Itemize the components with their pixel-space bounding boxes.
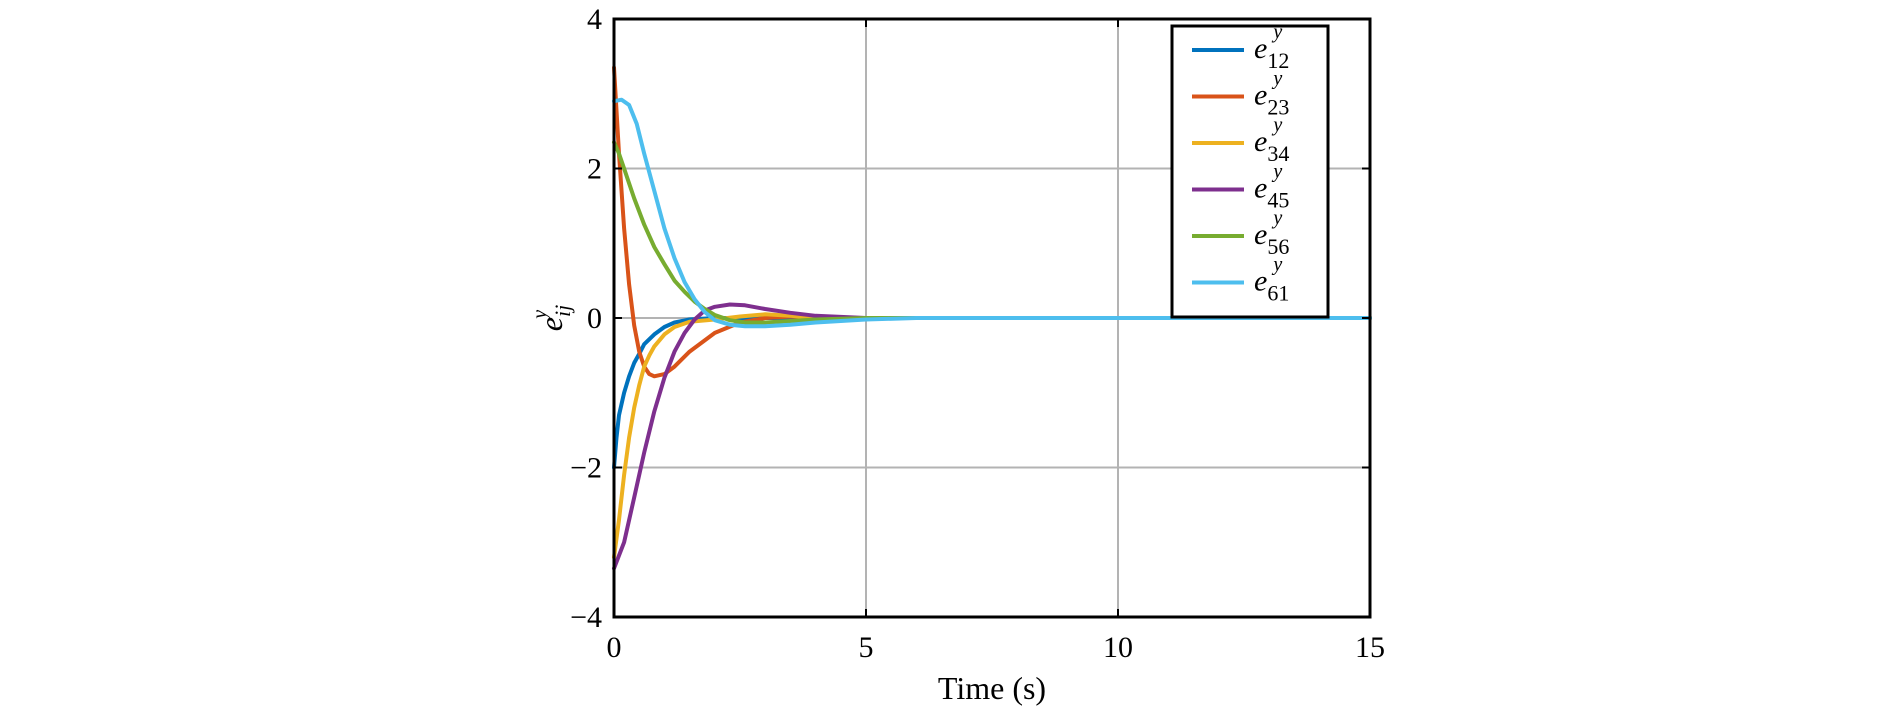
x-axis-label: Time (s) (938, 670, 1046, 706)
x-tick-label: 0 (607, 631, 622, 664)
y-tick-label: −4 (570, 601, 602, 634)
y-tick-label: 4 (587, 3, 602, 36)
legend-label-45: e45y (1254, 161, 1289, 213)
legend-label-61: e61y (1254, 254, 1289, 306)
series-line-12 (612, 316, 1372, 470)
legend-box (1170, 24, 1330, 319)
legend-label-34: e34y (1254, 114, 1289, 166)
y-tick-label: 0 (587, 302, 602, 335)
legend-label-56: e56y (1254, 207, 1289, 259)
y-tick-label: −2 (570, 452, 602, 485)
legend-label-12: e12y (1254, 21, 1289, 73)
y-axis-label: eijy (529, 305, 575, 331)
series-line-56 (612, 140, 1372, 325)
y-tick-label: 2 (587, 153, 602, 186)
series-line-45 (612, 302, 1372, 571)
x-tick-label: 10 (1103, 631, 1133, 664)
y-axis-label-text: eijy (529, 305, 575, 331)
x-tick-label: 15 (1355, 631, 1385, 664)
series-line-34 (612, 312, 1372, 560)
x-tick-label: 5 (859, 631, 874, 664)
legend-label-23: e23y (1254, 68, 1289, 120)
tick-labels: 0 5 10 15 −4 −2 0 2 4 (570, 3, 1385, 664)
series-lines (612, 65, 1372, 571)
series-line-61 (612, 97, 1372, 329)
